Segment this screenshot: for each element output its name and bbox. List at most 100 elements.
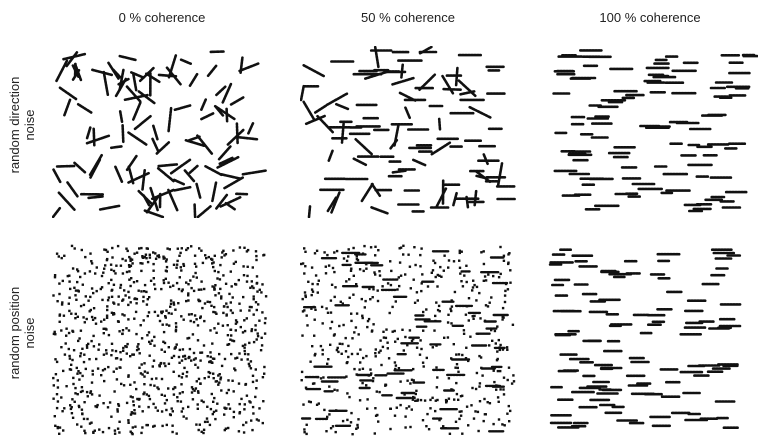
dot [235, 321, 239, 324]
dot [129, 395, 132, 398]
dot [234, 329, 237, 332]
dot [232, 249, 235, 252]
dot [105, 316, 109, 319]
dot [187, 283, 190, 286]
dot [152, 277, 155, 280]
dot [345, 259, 349, 263]
dot [55, 252, 59, 255]
dot [93, 316, 97, 320]
dot [494, 342, 497, 345]
dot [508, 252, 511, 255]
dot [121, 257, 124, 261]
column-title-100: 100 % coherence [599, 10, 701, 25]
dot [72, 349, 76, 352]
dot [79, 304, 83, 308]
dot [181, 391, 184, 394]
dot [92, 334, 95, 338]
dot [90, 381, 94, 384]
dot-streak [85, 126, 92, 140]
dot [323, 251, 326, 254]
dot [503, 294, 507, 297]
dot [211, 342, 214, 345]
dot [200, 249, 203, 252]
dot [148, 397, 152, 401]
panel-direction-100-svg [552, 49, 758, 213]
dot [146, 371, 149, 374]
dot [342, 323, 345, 327]
dot [467, 359, 470, 363]
dot [90, 260, 93, 263]
dot [402, 253, 405, 256]
dot [76, 315, 79, 318]
dot-streak [114, 165, 124, 183]
dot [227, 388, 230, 392]
panel-direction-50-svg [300, 46, 516, 218]
dot [329, 299, 333, 302]
dot [427, 428, 431, 431]
dot [143, 283, 147, 287]
dot [149, 342, 152, 345]
dot [173, 386, 176, 389]
dot [346, 418, 349, 422]
dot [251, 285, 254, 288]
dot [483, 275, 487, 278]
dot [317, 402, 320, 405]
dot [219, 378, 222, 381]
dot [148, 256, 152, 259]
dot [511, 323, 515, 326]
dot [103, 379, 106, 383]
dot-streak [217, 144, 232, 161]
dot [227, 379, 230, 382]
dot [119, 283, 123, 287]
dot [247, 353, 250, 356]
dot [429, 407, 432, 410]
dot [467, 297, 471, 300]
dot [200, 280, 203, 283]
dot [141, 410, 144, 413]
dot [54, 373, 58, 376]
dot [95, 266, 98, 269]
dot [379, 349, 382, 352]
dot [263, 372, 266, 375]
dot [153, 335, 156, 339]
dot [102, 402, 105, 405]
dot [107, 365, 110, 369]
dot [364, 299, 367, 303]
dot [61, 279, 64, 283]
dot [216, 402, 219, 405]
dot [509, 269, 512, 272]
dot [191, 398, 195, 401]
dot [175, 263, 179, 266]
dot [464, 313, 468, 316]
dot [145, 393, 148, 396]
dot [217, 374, 220, 377]
dot [210, 392, 213, 396]
dot [63, 353, 67, 356]
dot [85, 317, 88, 321]
dot [150, 377, 154, 381]
dot [128, 265, 131, 268]
dot [410, 408, 413, 411]
dot [462, 332, 466, 335]
dot [216, 277, 219, 280]
dot [178, 392, 182, 395]
dot [143, 370, 147, 373]
dot [71, 358, 74, 362]
dot-streak [195, 134, 214, 155]
dot [484, 304, 488, 307]
dot [366, 325, 369, 329]
dot-streak [238, 62, 260, 73]
dot [76, 280, 79, 284]
dot-streak [441, 74, 455, 95]
dot [346, 392, 349, 395]
dot [180, 289, 184, 293]
dot [197, 391, 200, 394]
dot [219, 287, 222, 291]
dot [207, 375, 210, 379]
dot [234, 319, 238, 322]
dot [431, 269, 435, 272]
dot [76, 270, 80, 273]
dot [68, 354, 71, 358]
dot [177, 287, 181, 291]
dot [433, 329, 436, 332]
